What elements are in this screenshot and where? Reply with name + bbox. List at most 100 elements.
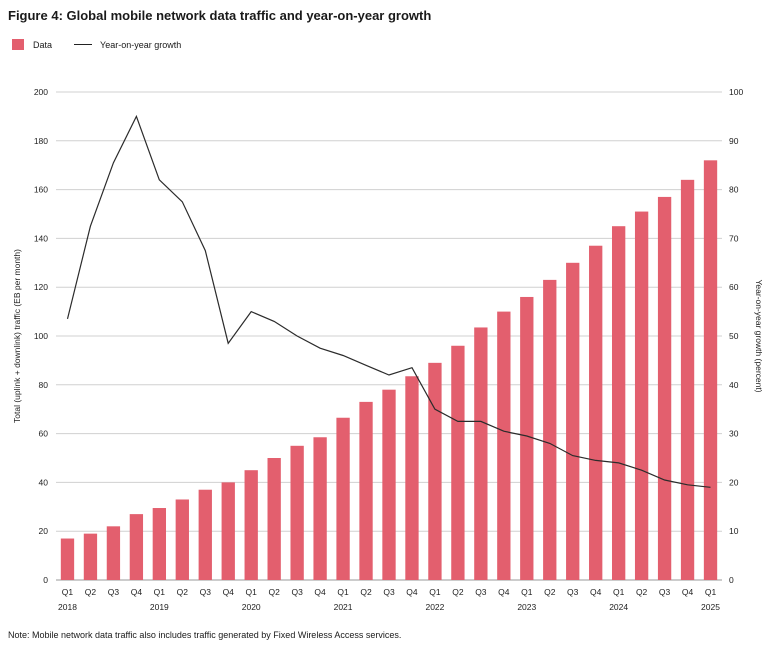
legend-item-data: Data [12,39,52,50]
y2-tick-label: 90 [729,136,739,146]
y2-axis-title: Year-on-year growth (percent) [754,279,764,392]
y-tick-label: 100 [34,331,48,341]
y-axis-title: Total (uplink + downlink) traffic (EB pe… [12,249,22,423]
x-tick-label: Q3 [291,587,303,597]
data-bar [129,514,144,580]
y2-tick-label: 0 [729,575,734,585]
chart-legend: Data Year-on-year growth [12,39,203,50]
y2-tick-label: 30 [729,429,739,439]
data-bar [106,526,121,580]
data-bar [634,211,649,580]
data-bar [451,345,465,580]
figure-note: Note: Mobile network data traffic also i… [8,630,402,640]
x-tick-label: Q2 [360,587,372,597]
x-tick-label: Q1 [337,587,349,597]
x-tick-label: Q1 [429,587,441,597]
data-bar [680,179,695,580]
x-year-label: 2023 [517,602,536,612]
data-bar [497,311,511,580]
y2-tick-label: 40 [729,380,739,390]
y-tick-label: 80 [39,380,49,390]
x-year-label: 2019 [150,602,169,612]
x-tick-label: Q1 [613,587,625,597]
x-year-label: 2024 [609,602,628,612]
x-tick-label: Q3 [659,587,671,597]
figure-title: Figure 4: Global mobile network data tra… [8,8,432,23]
data-bar [520,296,534,580]
x-tick-label: Q2 [177,587,189,597]
x-tick-label: Q3 [567,587,579,597]
legend-item-growth: Year-on-year growth [74,40,181,50]
x-tick-label: Q4 [682,587,694,597]
data-bar [60,538,75,580]
y2-tick-label: 70 [729,233,739,243]
legend-label-growth: Year-on-year growth [100,39,182,50]
x-tick-label: Q2 [544,587,556,597]
data-bar [589,245,603,580]
data-bar [703,160,718,580]
y-tick-label: 0 [43,575,48,585]
y-tick-label: 60 [39,429,49,439]
x-tick-label: Q2 [85,587,97,597]
x-tick-label: Q1 [705,587,717,597]
x-tick-label: Q1 [246,587,258,597]
x-tick-label: Q3 [200,587,212,597]
x-tick-label: Q3 [108,587,120,597]
data-bar [175,499,189,580]
y-tick-label: 180 [34,136,48,146]
data-bar [336,417,350,580]
growth-line [66,114,711,488]
y2-tick-label: 50 [729,331,739,341]
x-tick-label: Q4 [498,587,510,597]
data-bar [359,401,373,580]
y2-tick-label: 60 [729,282,739,292]
data-bar [83,533,98,580]
x-tick-label: Q2 [452,587,464,597]
legend-swatch-bar [12,39,24,50]
x-year-label: 2020 [242,602,261,612]
y-tick-label: 120 [34,282,48,292]
x-year-label: 2021 [334,602,353,612]
data-bar [611,226,626,580]
y-tick-label: 160 [34,185,48,195]
y-tick-label: 140 [34,233,48,243]
x-tick-label: Q1 [62,587,74,597]
data-bar [152,508,167,580]
x-tick-label: Q1 [154,587,166,597]
data-bar [405,376,419,580]
data-bar [290,445,304,580]
x-tick-label: Q3 [475,587,487,597]
data-bar [221,482,235,580]
data-bar [313,437,327,580]
x-tick-label: Q1 [521,587,533,597]
data-bar [382,389,396,580]
data-bar [566,262,580,580]
x-year-label: 2025 [701,602,720,612]
data-bar [244,470,258,580]
y2-tick-label: 80 [729,185,739,195]
data-bar [198,489,212,580]
x-year-label: 2018 [58,602,77,612]
y-tick-label: 20 [39,526,49,536]
x-tick-label: Q4 [223,587,235,597]
x-tick-label: Q2 [269,587,281,597]
legend-label-data: Data [33,39,53,50]
data-bar [657,196,672,581]
x-tick-label: Q2 [636,587,648,597]
data-bar [474,327,488,580]
x-tick-label: Q3 [383,587,395,597]
y2-tick-label: 100 [729,87,743,97]
x-year-label: 2022 [425,602,444,612]
y2-tick-label: 10 [729,526,739,536]
data-bar [267,458,281,580]
legend-swatch-line [74,44,93,45]
x-tick-label: Q4 [314,587,326,597]
x-tick-label: Q4 [590,587,602,597]
y-tick-label: 40 [39,477,49,487]
x-tick-label: Q4 [406,587,418,597]
y2-tick-label: 20 [729,477,739,487]
data-bar [543,279,557,580]
y-tick-label: 200 [34,87,48,97]
data-bar [428,362,442,580]
